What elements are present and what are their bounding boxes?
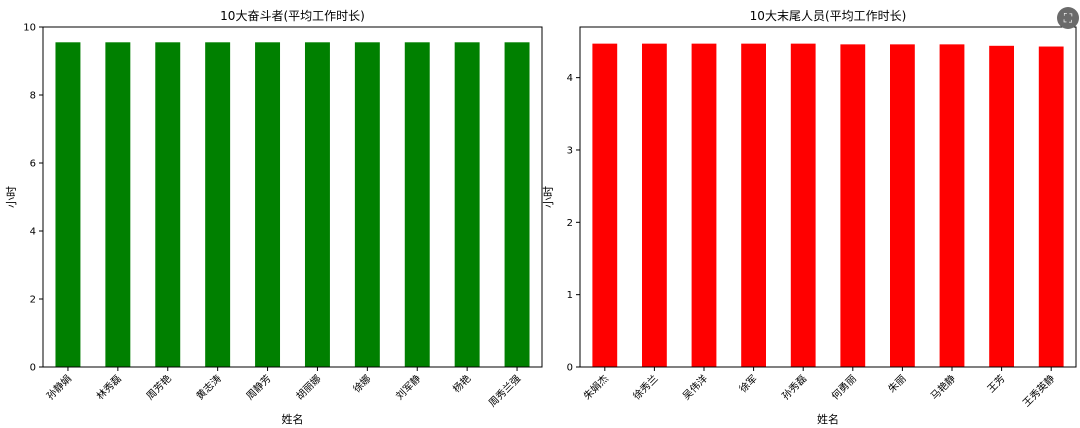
plot-frame <box>42 26 543 368</box>
y-tick-label: 2 <box>30 295 36 306</box>
bar-5 <box>790 43 816 367</box>
y-tick-label: 0 <box>30 363 36 374</box>
y-tick-label: 4 <box>30 227 36 238</box>
bar-7 <box>354 42 380 368</box>
y-tick-label: 2 <box>567 218 573 229</box>
x-axis-label: 姓名 <box>817 412 839 426</box>
x-tick-label: 孙秀磊 <box>779 372 809 402</box>
bar-6 <box>840 44 866 368</box>
bar-7 <box>890 44 915 368</box>
x-tick-label: 何勇丽 <box>829 372 859 402</box>
x-axis-label: 姓名 <box>282 412 304 426</box>
y-axis-label: 小时 <box>542 186 555 208</box>
y-axis-label: 小时 <box>5 186 18 208</box>
x-tick-label: 孙静娟 <box>44 372 74 402</box>
bar-9 <box>989 45 1014 368</box>
screenshot-icon[interactable]: ⛶ <box>1057 7 1079 29</box>
chart-title: 10大奋斗者(平均工作时长) <box>220 9 365 23</box>
x-tick-label: 徐秀兰 <box>630 372 660 402</box>
x-tick-label: 周芳艳 <box>143 372 173 402</box>
bar-6 <box>304 42 330 368</box>
bar-4 <box>205 42 231 368</box>
bar-3 <box>691 43 717 367</box>
bar-3 <box>155 42 181 368</box>
y-tick-label: 0 <box>567 363 573 374</box>
chart-title: 10大末尾人员(平均工作时长) <box>750 9 907 23</box>
x-tick-label: 马艳静 <box>928 372 958 402</box>
y-tick-label: 8 <box>30 91 36 102</box>
bar-2 <box>105 42 131 368</box>
bar-5 <box>255 42 281 368</box>
x-tick-label: 吴伟洋 <box>680 372 710 402</box>
y-tick-label: 10 <box>23 23 36 34</box>
x-tick-label: 徐娜 <box>350 372 373 395</box>
bar-1 <box>55 42 81 368</box>
x-tick-label: 林秀磊 <box>94 372 124 402</box>
bar-4 <box>741 43 766 367</box>
bar-9 <box>454 42 480 368</box>
x-tick-label: 王芳 <box>984 372 1007 395</box>
x-tick-label: 徐军 <box>736 372 759 395</box>
bar-8 <box>404 42 430 368</box>
bar-10 <box>504 42 530 368</box>
x-tick-label: 朱娟杰 <box>581 372 611 402</box>
y-tick-label: 3 <box>567 145 573 156</box>
bar-8 <box>939 44 965 368</box>
bar-10 <box>1038 46 1064 367</box>
y-tick-label: 4 <box>567 73 573 84</box>
plot-frame <box>579 26 1077 368</box>
x-tick-label: 刘军静 <box>393 372 423 402</box>
x-tick-label: 王秀英静 <box>1020 372 1057 409</box>
y-tick-label: 6 <box>30 159 36 170</box>
x-tick-label: 胡丽娜 <box>293 372 323 402</box>
x-tick-label: 朱丽 <box>886 373 909 396</box>
x-tick-label: 周静芳 <box>243 372 273 402</box>
x-tick-label: 杨艳 <box>450 372 473 395</box>
bar-2 <box>642 43 667 367</box>
bar-1 <box>592 43 618 367</box>
x-tick-label: 周秀兰强 <box>486 372 523 409</box>
y-tick-label: 1 <box>567 290 573 301</box>
x-tick-label: 黄志涛 <box>193 372 223 402</box>
